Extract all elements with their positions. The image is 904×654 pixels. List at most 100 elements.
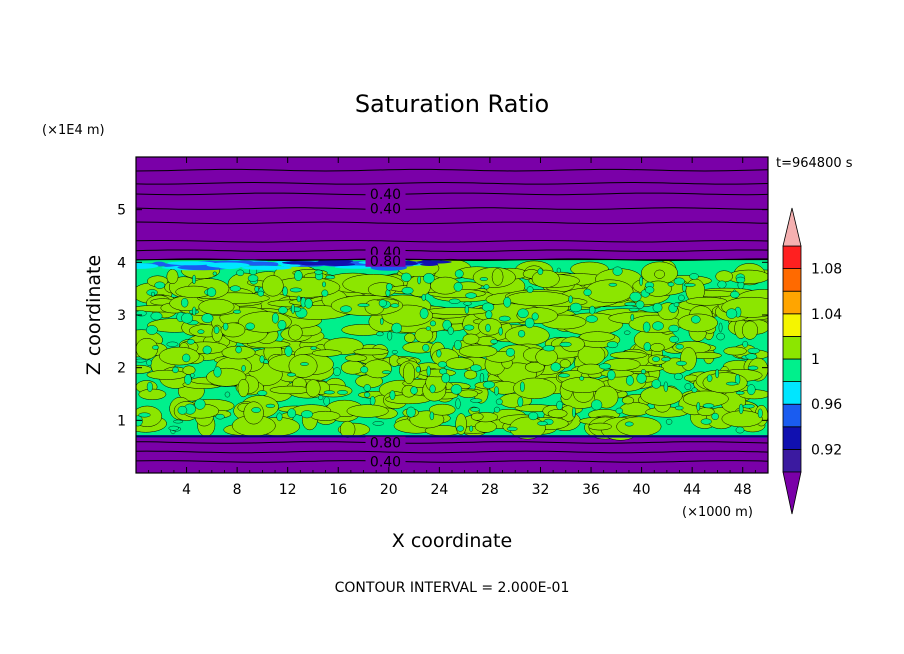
cloud-hole	[172, 366, 179, 374]
cloud-hole	[192, 306, 197, 316]
cloud-hole	[635, 300, 645, 309]
cloud-hole	[426, 365, 431, 377]
cloud-hole	[629, 291, 642, 302]
colorbar-segment	[782, 381, 802, 405]
cloud-hole	[181, 312, 194, 324]
cloud-hole	[503, 296, 512, 308]
cloud-top-streak	[136, 263, 159, 269]
cloud-hole	[667, 282, 675, 287]
contour-lines	[136, 168, 768, 463]
cloud-patch	[506, 291, 571, 307]
cloud-hole	[213, 326, 220, 334]
colorbar-segment	[782, 268, 802, 292]
cloud-top-streak	[206, 262, 250, 268]
cloud-hole	[202, 345, 212, 355]
x-tick-label: 44	[683, 482, 701, 498]
contour-line	[136, 460, 768, 463]
cloud-hole	[391, 322, 402, 334]
cloud-hole	[673, 302, 680, 307]
cloud-hole	[585, 315, 598, 323]
cloud-hole	[531, 312, 539, 321]
cloud-hole	[233, 309, 242, 314]
cloud-patch	[425, 307, 490, 315]
cloud-hole	[421, 293, 426, 301]
colorbar-segment	[782, 358, 802, 383]
cloud-hole	[624, 302, 637, 307]
cloud-hole	[652, 356, 660, 362]
cloud-hole	[691, 315, 701, 324]
cloud-hole	[456, 425, 464, 432]
cloud-hole	[608, 282, 618, 287]
cloud-hole	[742, 404, 755, 409]
colorbar-label: 0.96	[811, 397, 842, 413]
cloud-hole	[190, 373, 195, 378]
colorbar-segment	[782, 335, 802, 360]
colorbar-segment	[782, 290, 802, 315]
cloud-hole	[652, 302, 663, 313]
cloud-hole	[450, 384, 463, 395]
cloud-patch	[311, 349, 342, 357]
cloud-hole	[542, 345, 555, 352]
cloud-hole	[691, 387, 698, 393]
cloud-hole	[372, 421, 384, 426]
contour-label-bg	[365, 254, 406, 267]
cloud-hole	[673, 372, 683, 381]
cloud-hole	[485, 323, 491, 333]
cloud-hole	[559, 341, 572, 347]
cloud-patch	[146, 369, 188, 380]
x-tick-label: 32	[532, 482, 550, 498]
colorbar-label: 0.92	[811, 442, 842, 458]
cloud-patch	[288, 354, 318, 378]
cloud-patch	[585, 279, 634, 304]
cloud-patch	[353, 348, 389, 356]
cloud-hole	[265, 403, 276, 408]
cloud-hole	[628, 307, 640, 312]
cloud-hole	[625, 375, 634, 386]
cloud-hole	[624, 330, 631, 335]
cloud-hole	[259, 355, 265, 364]
cloud-hole	[673, 277, 685, 285]
cloud-hole	[735, 276, 746, 284]
contour-line	[136, 192, 768, 196]
cloud-top-dark	[416, 260, 452, 264]
contour-line	[136, 450, 768, 454]
cloud-patch	[344, 354, 368, 362]
cloud-hole	[321, 289, 329, 297]
cloud-patch	[742, 320, 758, 340]
time-label: t=964800 s	[776, 156, 853, 171]
cloud-patch	[305, 379, 321, 398]
cloud-hole	[340, 305, 352, 313]
cloud-hole	[747, 347, 760, 354]
cloud-hole	[683, 283, 696, 287]
cloud-hole	[287, 372, 296, 377]
cloud-hole	[229, 285, 241, 292]
cloud-hole	[676, 360, 687, 366]
cloud-hole	[505, 348, 515, 357]
cloud-hole	[154, 281, 166, 289]
cloud-hole	[517, 396, 524, 408]
cloud-hole	[579, 376, 585, 381]
cloud-patch	[346, 404, 389, 418]
x-tick-label: 20	[380, 482, 398, 498]
cloud-patch	[513, 377, 557, 400]
cloud-hole	[718, 322, 723, 333]
colorbar-label: 1.08	[811, 262, 842, 278]
cloud-hole	[738, 403, 744, 414]
cloud-hole	[360, 366, 369, 374]
cloud-patch	[723, 346, 747, 356]
cloud-hole	[493, 406, 500, 413]
cloud-hole	[583, 288, 592, 296]
contour-line	[136, 207, 768, 210]
cloud-hole	[381, 370, 392, 375]
cloud-patch	[182, 365, 196, 375]
cloud-hole	[245, 322, 255, 330]
cloud-patch	[462, 333, 480, 345]
x-axis: 4 8 12 16 20 24 28 32 36 40 44 48	[148, 157, 756, 498]
cloud-hole	[325, 275, 336, 280]
cloud-hole	[437, 361, 447, 368]
x-tick-label: 4	[182, 482, 191, 498]
cloud-hole	[304, 298, 313, 309]
colorbar-segment	[782, 245, 802, 270]
cloud-hole	[465, 292, 477, 299]
contour-label: 0.80	[370, 254, 401, 270]
